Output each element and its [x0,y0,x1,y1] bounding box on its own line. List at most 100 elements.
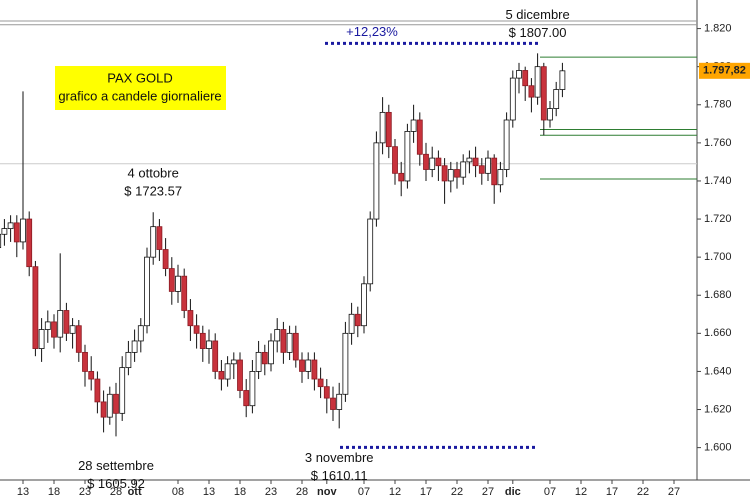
range-label: +12,23% [346,24,398,39]
candle-body [63,310,70,334]
candle-body [392,146,398,174]
annotation-value: $ 1605.92 [87,476,145,491]
candle-body [441,165,448,182]
candle-body [534,66,541,98]
candle-body [137,325,144,342]
x-tick-label: 12 [575,486,587,498]
candle-body [100,401,107,418]
candle-body [1,228,8,235]
x-tick-label: 07 [358,486,370,498]
candle-body [435,157,442,167]
annotation-value: $ 1723.57 [124,184,182,199]
y-tick-label: 1.680 [704,289,732,301]
annotation-date: 4 ottobre [128,166,179,181]
candle-body [423,153,429,170]
candle-body [88,371,95,380]
x-tick-label: 13 [203,486,215,498]
candle-body [410,119,417,132]
x-tick-label: 08 [172,486,184,498]
candle-body [485,157,491,174]
annotation-value: $ 1610.11 [311,468,368,483]
candle-body [354,313,361,327]
candle-body [299,359,305,372]
candle-body [237,359,243,391]
candle-body [32,266,39,349]
x-tick-label: 12 [389,486,401,498]
x-tick-label: 22 [637,486,649,498]
candle-body [144,256,150,327]
candle-body [193,325,200,334]
annotation-value: $ 1807.00 [509,25,567,40]
candle-body [0,233,2,249]
candle-body [243,390,250,407]
candle-body [162,249,169,269]
candle-body [342,332,349,395]
candle-body [175,275,181,292]
candle-body [187,310,194,327]
candle-body [497,169,504,186]
x-tick-label: 23 [79,486,91,498]
candle-body [13,222,20,243]
candle-body [82,351,88,372]
x-tick-label: 13 [17,486,29,498]
candle-body [75,325,82,353]
candle-body [305,359,312,372]
candle-body [447,169,454,182]
candle-body [528,85,535,98]
candle-body [212,340,219,372]
annotation-date: 28 settembre [78,458,154,473]
candle-body [38,329,45,349]
x-tick-label: 22 [451,486,463,498]
x-tick-label: 28 [110,486,122,498]
x-tick-label: 23 [265,486,277,498]
candle-body [168,268,175,292]
candle-body [125,351,132,369]
title-box [55,66,226,110]
candle-body [454,169,460,178]
candle-body [20,218,26,243]
candle-body [460,161,467,178]
candle-body [478,165,485,174]
chart-title: PAX GOLD [107,70,173,85]
candle-body [274,329,281,342]
candle-body [206,340,212,349]
y-tick-label: 1.720 [704,213,732,225]
candle-body [348,313,355,334]
candle-body [156,226,163,250]
candle-body [466,157,473,163]
price-tag-label: 1.797,82 [703,65,746,77]
candle-body [385,111,392,148]
x-tick-label: nov [317,486,337,498]
x-tick-label: 27 [482,486,494,498]
candle-body [398,172,405,182]
candle-body [69,325,76,334]
candle-body [286,332,293,353]
candle-body [261,351,268,365]
annotation-date: 3 novembre [305,450,374,465]
y-tick-label: 1.700 [704,251,732,263]
candle-body [26,218,33,268]
candle-body [255,351,262,372]
x-tick-label: 28 [296,486,308,498]
x-tick-label: 18 [48,486,60,498]
candle-body [503,119,510,170]
candle-body [292,332,299,361]
x-tick-label: dic [505,486,521,498]
candle-body [509,77,516,121]
candle-body [199,332,206,349]
x-tick-label: 17 [420,486,432,498]
candle-body [559,70,566,90]
candle-body [361,283,367,327]
candle-body [404,131,411,182]
y-tick-label: 1.780 [704,99,732,111]
candle-body [224,363,231,380]
candle-body [230,359,237,365]
x-tick-label: 27 [668,486,680,498]
candle-body [7,222,14,229]
candle-body [472,157,479,167]
candle-body [336,393,343,410]
candle-body [547,108,553,121]
candle-body [367,218,374,285]
candle-body [268,340,274,365]
x-tick-label: 18 [234,486,246,498]
